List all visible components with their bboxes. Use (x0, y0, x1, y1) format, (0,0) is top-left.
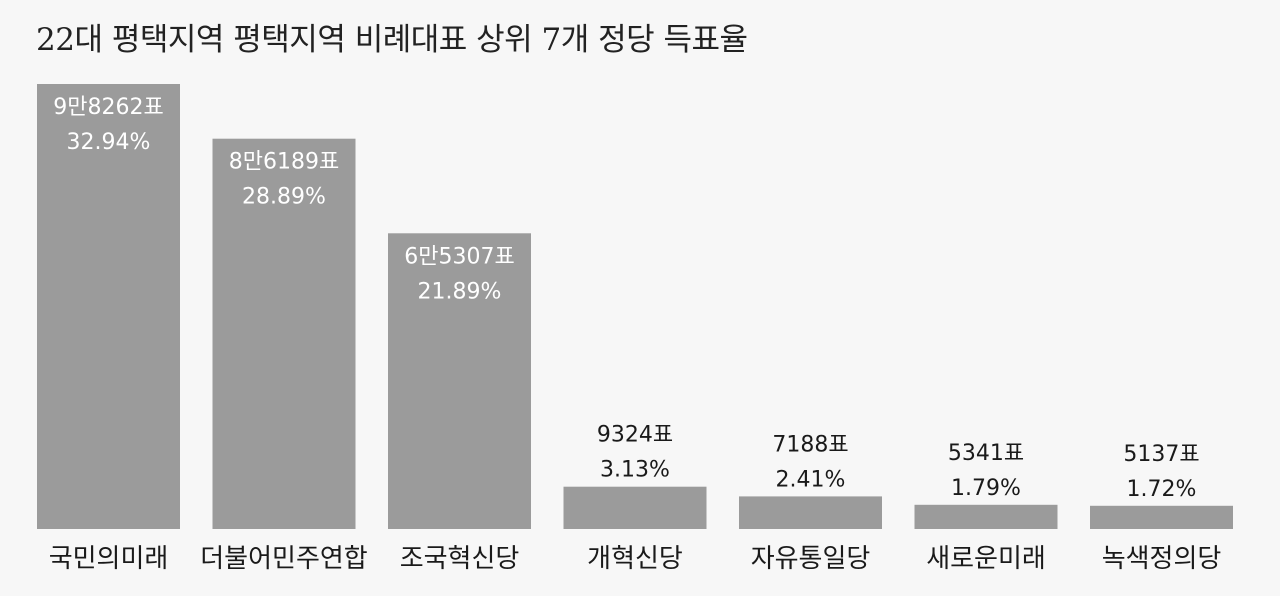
percent-label-4: 3.13% (600, 458, 670, 483)
category-label-4: 개혁신당 (587, 544, 683, 574)
vote-label-4: 9324표 (597, 423, 673, 448)
category-labels-group: 국민의미래 더불어민주연합 조국혁신당 개혁신당 자유통일당 새로운미래 녹색정의당 (49, 544, 1222, 574)
category-label-1: 국민의미래 (49, 544, 169, 574)
category-label-7: 녹색정의당 (1102, 544, 1222, 574)
percent-label-7: 1.72% (1127, 477, 1197, 502)
category-label-2: 더불어민주연합 (200, 544, 367, 574)
category-label-5: 자유통일당 (751, 544, 871, 574)
percent-label-6: 1.79% (951, 476, 1021, 501)
vote-label-1: 9만8262표 (53, 95, 163, 120)
bar-1 (37, 84, 180, 529)
data-labels-group: 9만8262표 32.94% 8만6189표 28.89% 6만5307표 21.89% 9… (53, 95, 1199, 502)
vote-label-3: 6만5307표 (404, 244, 514, 269)
vote-label-5: 7188표 (772, 432, 848, 457)
chart-title: 22대 평택지역 평택지역 비례대표 상위 7개 정당 득표율 (36, 22, 748, 58)
bar-5 (739, 496, 882, 529)
category-label-3: 조국혁신당 (400, 544, 520, 574)
bars-group (37, 84, 1233, 530)
percent-label-5: 2.41% (776, 467, 846, 492)
bar-7 (1090, 505, 1233, 529)
bar-4 (563, 486, 707, 529)
vote-label-7: 5137표 (1123, 442, 1199, 467)
vote-label-6: 5341표 (948, 441, 1024, 466)
percent-label-3: 21.89% (418, 279, 502, 304)
vote-label-2: 8만6189표 (229, 150, 339, 175)
category-label-6: 새로운미래 (926, 544, 1046, 574)
percent-label-1: 32.94% (67, 130, 151, 155)
percent-label-2: 28.89% (242, 185, 326, 210)
bar-2 (212, 138, 356, 529)
bar-3 (388, 233, 531, 530)
bar-6 (914, 504, 1058, 529)
